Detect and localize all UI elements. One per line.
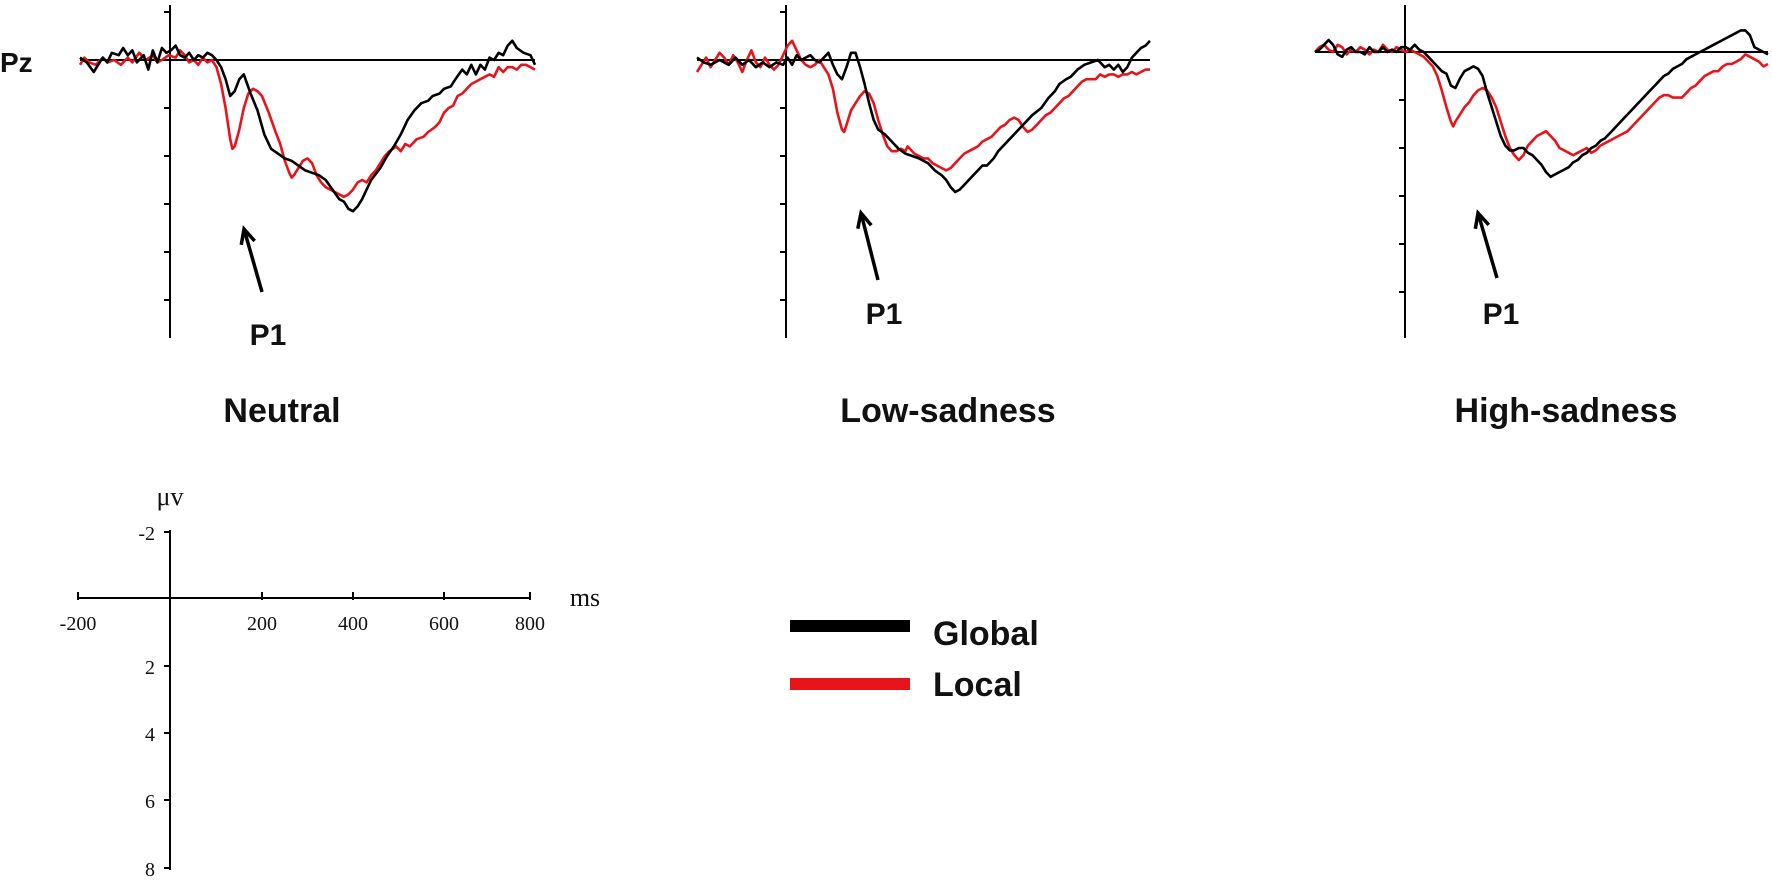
- key-x-tick-label: 400: [338, 613, 368, 635]
- key-y-tick-label: 2: [145, 657, 155, 679]
- x-unit-label: ms: [570, 583, 600, 612]
- key-y-tick-label: 4: [145, 724, 155, 746]
- panel-title: High-sadness: [1455, 392, 1678, 430]
- legend-label-local: Local: [933, 666, 1022, 704]
- key-ticks: -200 200 400 600 800 -2 2 4 6 8: [60, 523, 545, 881]
- key-y-tick-label: 6: [145, 791, 155, 813]
- panel-high-sadness: P1 High-sadness: [1314, 5, 1769, 430]
- key-x-tick-label: 600: [429, 613, 459, 635]
- p1-label: P1: [866, 298, 903, 331]
- series-local: [78, 49, 536, 199]
- series-global: [79, 39, 537, 213]
- p1-arrowhead: [1473, 209, 1491, 230]
- series-global: [1314, 29, 1769, 179]
- series-local: [1314, 43, 1769, 162]
- key-x-tick-label: 800: [515, 613, 545, 635]
- legend-label-global: Global: [933, 615, 1039, 653]
- panel-title: Low-sadness: [840, 392, 1055, 430]
- p1-arrowhead: [856, 209, 873, 230]
- p1-arrow: [859, 212, 880, 281]
- panel-title: Neutral: [223, 392, 340, 430]
- panel-low-sadness: P1 Low-sadness: [695, 5, 1151, 430]
- key-x-tick-label: 200: [247, 613, 277, 635]
- p1-label: P1: [250, 319, 287, 352]
- legend: Global Local: [790, 615, 1039, 704]
- p1-label: P1: [1483, 298, 1520, 331]
- y-unit-label: μv: [157, 482, 184, 511]
- series-local: [695, 39, 1150, 172]
- key-y-tick-label: 8: [145, 859, 155, 881]
- key-x-tick-label: -200: [60, 613, 97, 635]
- key-y-tick-label: -2: [138, 523, 155, 545]
- p1-arrow: [1476, 212, 1499, 279]
- plot-area: P1: [695, 5, 1151, 338]
- channel-label: Pz: [0, 47, 33, 78]
- plot-area: P1: [1314, 5, 1769, 338]
- panel-neutral: Pz P1 Neutral: [0, 5, 537, 430]
- series-global: [696, 39, 1151, 194]
- plot-area: P1: [78, 5, 537, 352]
- scale-key: μv ms -200 200 400 600 800 -2 2 4 6 8: [60, 482, 601, 881]
- p1-arrowhead: [239, 225, 256, 246]
- p1-arrow: [242, 228, 264, 293]
